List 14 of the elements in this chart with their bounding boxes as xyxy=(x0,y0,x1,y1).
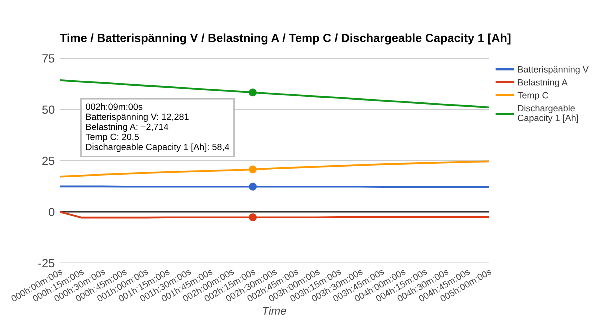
y-tick-label: 75 xyxy=(42,54,55,63)
line-series xyxy=(60,80,489,109)
y-tick-label: 25 xyxy=(42,156,55,166)
line-series xyxy=(60,160,489,178)
annotation: 002h:09m:00s Batterispänning V: 12,281 Belastning A: −2,714 Temp C: 20,5 Dischargeable Capacity 1 [Ah]: 58,4 xyxy=(86,104,230,152)
legend-label: Batterispänning V xyxy=(518,66,589,75)
chart-title: Time / Batterispänning V / Belastning A / Temp C / Dischargeable Capacity 1 [Ah] xyxy=(60,34,511,45)
y-tick-label: 0 xyxy=(49,208,55,216)
legend-label: Belastning A xyxy=(518,79,568,88)
y-tick-label: -25 xyxy=(38,259,55,268)
y-tick-label: 50 xyxy=(42,106,55,114)
legend-label: Temp C xyxy=(518,92,548,100)
legend-label: Dischargeable Capacity 1 [Ah] xyxy=(518,104,578,124)
x-axis-title: Time xyxy=(263,306,286,315)
